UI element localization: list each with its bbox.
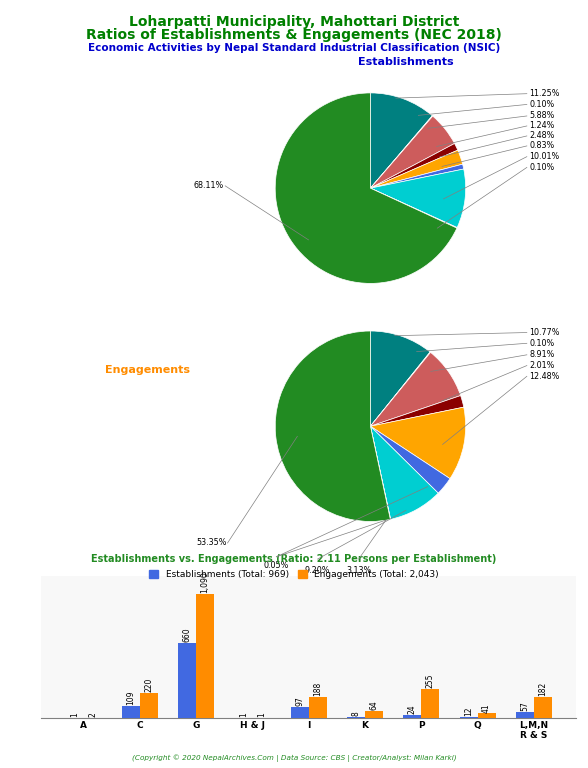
Legend: Establishments (Total: 969), Engagements (Total: 2,043): Establishments (Total: 969), Engagements… <box>146 567 442 583</box>
Wedge shape <box>370 396 464 426</box>
Text: 220: 220 <box>144 678 153 692</box>
Text: 8.91%: 8.91% <box>529 350 554 359</box>
Wedge shape <box>370 93 432 188</box>
Bar <box>534 697 552 718</box>
Text: 0.10%: 0.10% <box>529 163 554 172</box>
Wedge shape <box>370 352 430 426</box>
Bar <box>140 693 158 718</box>
Text: 53.35%: 53.35% <box>196 538 226 548</box>
Bar <box>347 717 365 718</box>
Bar <box>421 689 439 718</box>
Text: 68.11%: 68.11% <box>193 181 223 190</box>
Text: 2: 2 <box>88 712 97 717</box>
Wedge shape <box>275 331 390 521</box>
Text: 10.77%: 10.77% <box>529 328 560 337</box>
Text: 1.24%: 1.24% <box>529 121 554 131</box>
Bar <box>516 712 534 718</box>
Text: 1,090: 1,090 <box>201 571 209 593</box>
Text: (Copyright © 2020 NepalArchives.Com | Data Source: CBS | Creator/Analyst: Milan : (Copyright © 2020 NepalArchives.Com | Da… <box>132 754 456 762</box>
Bar <box>403 715 421 718</box>
Text: Economic Activities by Nepal Standard Industrial Classification (NSIC): Economic Activities by Nepal Standard In… <box>88 43 500 53</box>
Bar <box>178 643 196 718</box>
Wedge shape <box>370 426 438 519</box>
Text: 1: 1 <box>70 712 79 717</box>
Bar <box>460 717 477 718</box>
Text: Loharpatti Municipality, Mahottari District: Loharpatti Municipality, Mahottari Distr… <box>129 15 459 29</box>
Text: 24: 24 <box>408 705 417 714</box>
Text: Establishments vs. Engagements (Ratio: 2.11 Persons per Establishment): Establishments vs. Engagements (Ratio: 2… <box>91 554 497 564</box>
Wedge shape <box>370 331 430 426</box>
Wedge shape <box>370 426 390 519</box>
Text: 2.48%: 2.48% <box>529 131 554 141</box>
Text: 0.10%: 0.10% <box>529 100 554 109</box>
Text: 188: 188 <box>313 681 322 696</box>
Text: 182: 182 <box>539 682 547 697</box>
Wedge shape <box>370 188 457 228</box>
Text: 10.01%: 10.01% <box>529 152 559 161</box>
Text: 11.25%: 11.25% <box>529 89 560 98</box>
Bar <box>290 707 309 718</box>
Wedge shape <box>370 116 433 188</box>
Bar <box>196 594 214 718</box>
Wedge shape <box>370 164 464 188</box>
Text: 0.10%: 0.10% <box>529 339 554 348</box>
Text: 41: 41 <box>482 703 491 713</box>
Wedge shape <box>370 169 466 227</box>
Text: 5.88%: 5.88% <box>529 111 554 121</box>
Legend: A: Agriculture, Forestry & Fishing, C: Manufacturing, G: Wholesale & Retail Trad: A: Agriculture, Forestry & Fishing, C: M… <box>15 235 191 379</box>
Text: 255: 255 <box>426 674 435 688</box>
Bar <box>477 713 496 718</box>
Text: 97: 97 <box>295 697 304 706</box>
Text: 64: 64 <box>369 700 379 710</box>
Text: 660: 660 <box>183 627 192 642</box>
Text: 1: 1 <box>257 712 266 717</box>
Wedge shape <box>370 426 450 493</box>
Text: 1: 1 <box>239 712 248 717</box>
Text: Ratios of Establishments & Engagements (NEC 2018): Ratios of Establishments & Engagements (… <box>86 28 502 42</box>
Wedge shape <box>370 144 458 188</box>
Wedge shape <box>275 93 457 283</box>
Wedge shape <box>370 353 460 426</box>
Text: 12.48%: 12.48% <box>529 372 560 381</box>
Text: Establishments: Establishments <box>358 57 453 67</box>
Text: 9.20%: 9.20% <box>305 566 330 575</box>
Text: 3.13%: 3.13% <box>346 566 371 575</box>
Text: 0.83%: 0.83% <box>529 141 554 151</box>
Bar <box>365 711 383 718</box>
Wedge shape <box>370 407 466 478</box>
Text: 0.05%: 0.05% <box>263 561 289 570</box>
Text: Engagements: Engagements <box>105 365 189 375</box>
Text: 109: 109 <box>126 690 135 705</box>
Text: 2.01%: 2.01% <box>529 361 554 370</box>
Text: 12: 12 <box>464 707 473 716</box>
Text: 57: 57 <box>520 701 529 710</box>
Text: 8: 8 <box>352 711 360 717</box>
Wedge shape <box>370 116 455 188</box>
Bar <box>309 697 327 718</box>
Wedge shape <box>370 151 463 188</box>
Bar <box>122 706 140 718</box>
